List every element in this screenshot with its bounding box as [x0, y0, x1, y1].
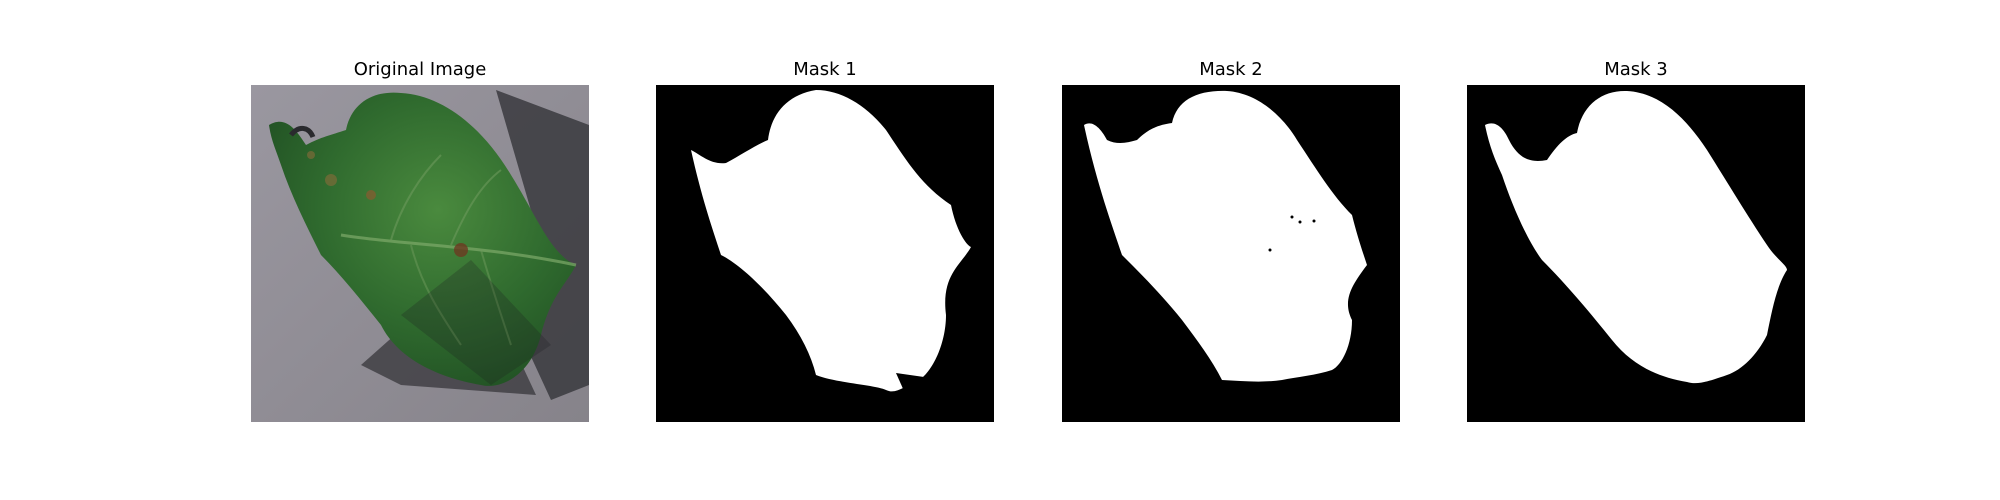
panel-title-mask-2: Mask 2 [1199, 59, 1263, 80]
mask-1-region [691, 90, 971, 392]
leaf-curl [289, 126, 316, 139]
mask-2-region [1084, 90, 1367, 382]
leaf-photo [251, 85, 589, 422]
leaf-spot [454, 243, 468, 257]
mask-1-panel [656, 85, 994, 422]
mask-1-image [656, 85, 994, 422]
leaf-body [269, 92, 576, 386]
mask-3-panel [1467, 85, 1805, 422]
mask-3-image [1467, 85, 1805, 422]
leaf-midrib [340, 233, 577, 267]
mask-2-image [1062, 85, 1400, 422]
original-image-panel [251, 85, 589, 422]
mask-3-region [1485, 90, 1787, 384]
mask-2-panel [1062, 85, 1400, 422]
panel-title-mask-1: Mask 1 [793, 59, 857, 80]
panel-title-original-image: Original Image [353, 59, 487, 80]
panel-title-mask-3: Mask 3 [1604, 59, 1668, 80]
